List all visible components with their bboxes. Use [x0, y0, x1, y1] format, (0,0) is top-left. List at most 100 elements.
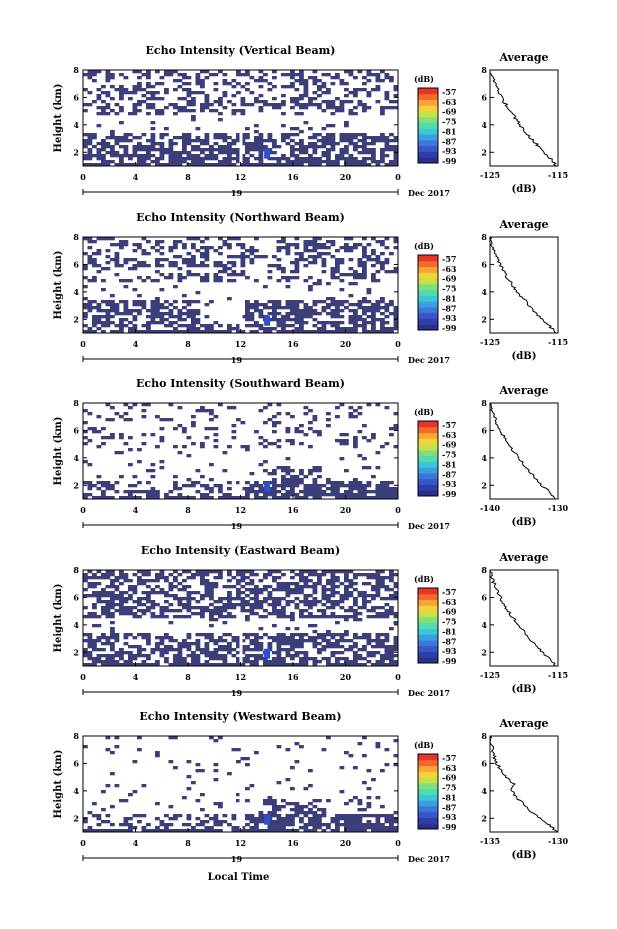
echo-cell: [114, 303, 120, 307]
echo-cell: [168, 582, 174, 586]
average-frame: [489, 735, 559, 833]
echo-cell: [222, 645, 228, 649]
echo-cell: [344, 576, 349, 580]
echo-cell: [371, 330, 376, 334]
echo-cell: [384, 490, 390, 494]
echo-cell: [83, 573, 88, 577]
x-tick-label: 16: [287, 172, 299, 182]
echo-cell: [371, 475, 376, 479]
echo-cell: [195, 799, 201, 803]
colorbar-tick-label: -63: [442, 597, 457, 607]
echo-cell: [380, 327, 385, 331]
echo-cell: [380, 157, 385, 161]
echo-cell: [222, 451, 228, 455]
echo-cell: [384, 576, 390, 580]
echo-cell: [330, 100, 336, 104]
colorbar-swatch: [418, 272, 438, 279]
echo-cell: [366, 291, 372, 295]
echo-cell: [281, 805, 286, 809]
echo-cell: [240, 826, 246, 830]
echo-cell: [195, 663, 201, 667]
echo-cell: [213, 109, 219, 113]
echo-cell: [254, 594, 259, 598]
echo-cell: [281, 73, 286, 77]
echo-cell: [128, 823, 133, 827]
echo-cell: [222, 243, 228, 247]
echo-cell: [299, 112, 304, 116]
echo-cell: [380, 306, 385, 310]
echo-cell: [299, 573, 304, 577]
echo-cell: [146, 145, 151, 149]
echo-cell: [299, 496, 304, 500]
echo-cell: [218, 600, 223, 604]
echo-cell: [245, 103, 250, 107]
echo-cell: [96, 814, 102, 818]
echo-cell: [191, 145, 196, 149]
echo-cell: [276, 249, 282, 253]
echo-cell: [312, 630, 318, 634]
echo-cell: [335, 591, 340, 595]
echo-cell: [137, 148, 142, 152]
echo-cell: [123, 151, 129, 155]
echo-cell: [308, 445, 313, 449]
echo-cell: [258, 636, 264, 640]
echo-cell: [303, 85, 309, 89]
echo-cell: [321, 612, 327, 616]
echo-cell: [137, 103, 142, 107]
echo-cell: [137, 312, 142, 316]
echo-cell: [249, 145, 255, 149]
echo-cell: [204, 633, 210, 637]
echo-cell: [281, 829, 286, 833]
echo-cell: [123, 799, 129, 803]
echo-cell: [371, 597, 376, 601]
echo-cell: [213, 73, 219, 77]
echo-cell: [159, 823, 165, 827]
echo-cell: [308, 285, 313, 289]
echo-cell: [96, 252, 102, 256]
echo-cell: [276, 330, 282, 334]
echo-cell: [204, 663, 210, 667]
echo-cell: [159, 321, 165, 325]
echo-cell: [258, 600, 264, 604]
echo-cell: [177, 657, 183, 661]
echo-cell: [141, 261, 147, 265]
echo-cell: [110, 330, 115, 334]
echo-cell: [294, 814, 300, 818]
echo-cell: [186, 814, 192, 818]
echo-cell: [209, 609, 214, 613]
colorbar-tick-label: -63: [442, 97, 457, 107]
echo-cell: [132, 790, 138, 794]
echo-cell: [321, 811, 327, 815]
avg-x-tick-label: -130: [548, 836, 568, 846]
echo-cell: [353, 496, 358, 500]
echo-cell: [371, 312, 376, 316]
echo-cell: [326, 823, 331, 827]
echo-cell: [339, 79, 345, 83]
echo-cell: [303, 600, 309, 604]
echo-cell: [177, 73, 183, 77]
echo-cell: [227, 481, 232, 485]
echo-cell: [362, 103, 367, 107]
echo-cell: [384, 820, 390, 824]
echo-cell: [245, 303, 250, 307]
echo-cell: [299, 579, 304, 583]
echo-cell: [213, 321, 219, 325]
echo-cell: [200, 246, 205, 250]
echo-cell: [344, 826, 349, 830]
echo-cell: [231, 255, 237, 259]
echo-cell: [294, 645, 300, 649]
echo-cell: [317, 475, 322, 479]
echo-cell: [227, 585, 232, 589]
echo-cell: [204, 585, 210, 589]
echo-cell: [236, 579, 241, 583]
echo-cell: [83, 312, 88, 316]
echo-cell: [150, 142, 156, 146]
echo-cell: [317, 576, 322, 580]
echo-cell: [141, 330, 147, 334]
echo-cell: [200, 139, 205, 143]
echo-cell: [312, 487, 318, 491]
echo-cell: [141, 88, 147, 92]
echo-cell: [276, 496, 282, 500]
echo-cell: [375, 306, 381, 310]
echo-cell: [380, 582, 385, 586]
